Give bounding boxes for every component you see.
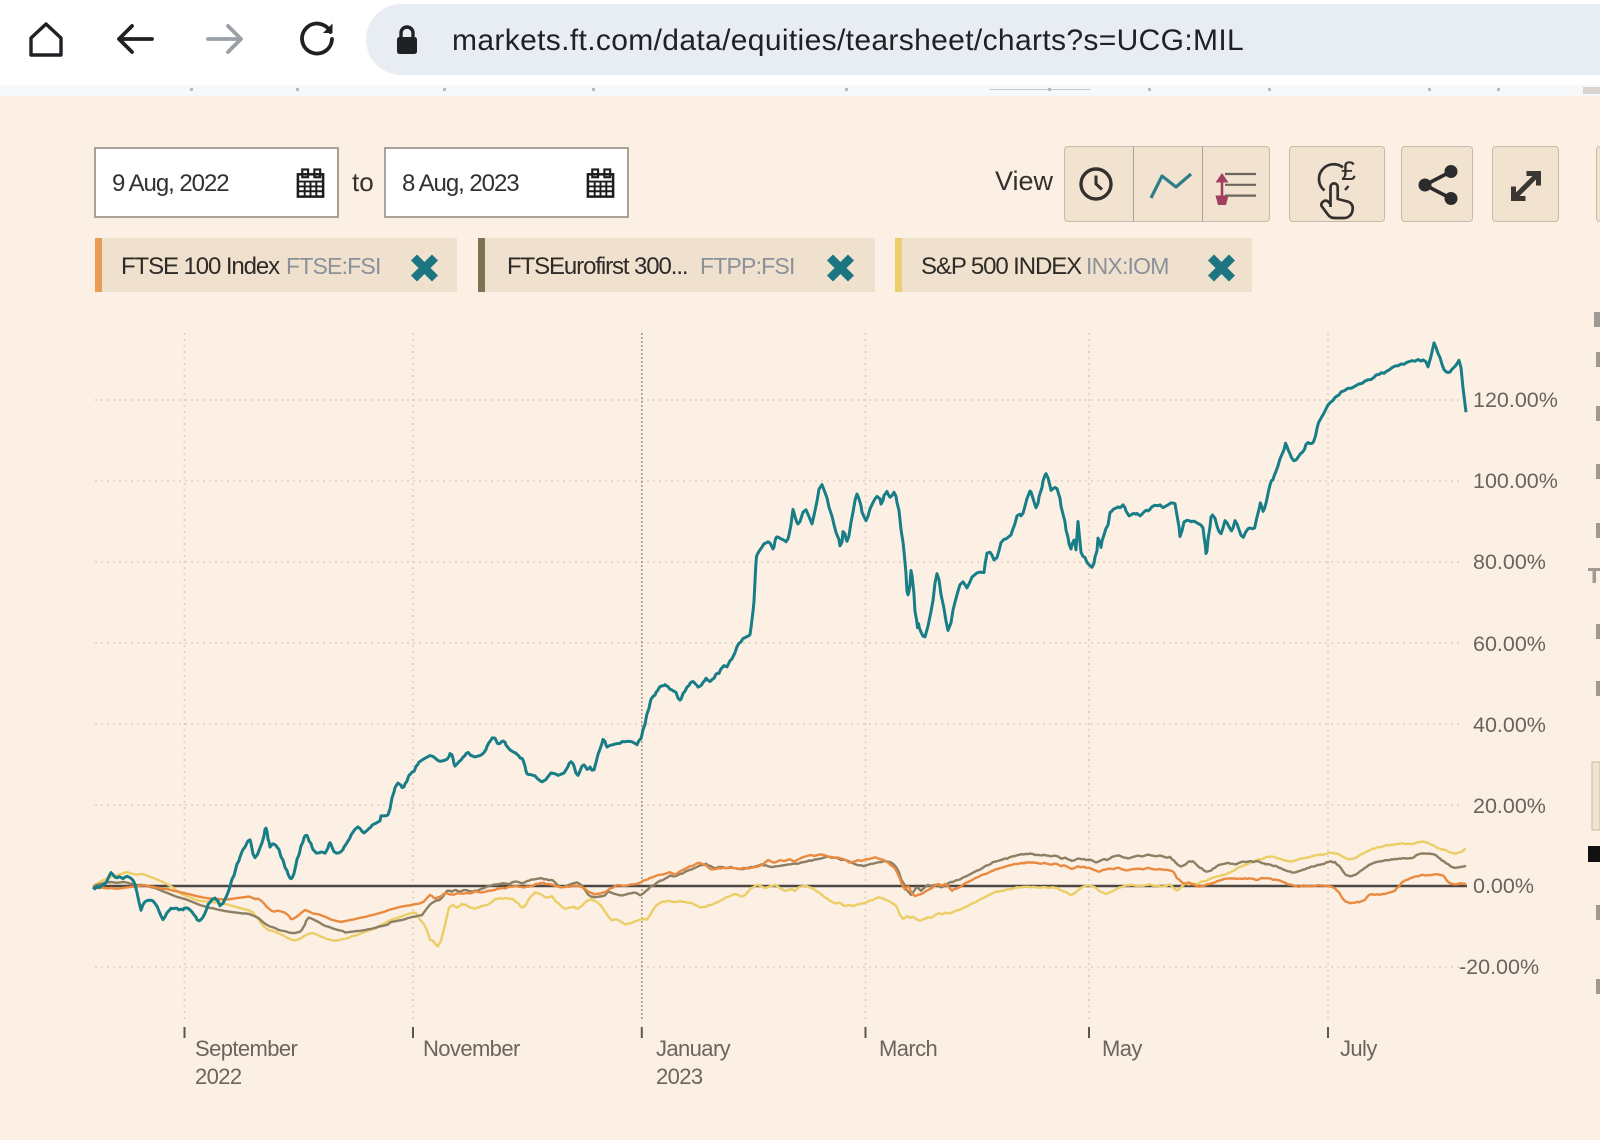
svg-text:-20.00%: -20.00% (1459, 955, 1539, 979)
svg-text:September: September (195, 1036, 297, 1061)
svg-text:March: March (879, 1036, 937, 1061)
svg-text:November: November (423, 1036, 520, 1061)
svg-text:60.00%: 60.00% (1473, 632, 1546, 656)
svg-text:2022: 2022 (195, 1064, 242, 1089)
svg-text:0.00%: 0.00% (1473, 874, 1534, 898)
svg-text:July: July (1340, 1036, 1377, 1061)
svg-text:2023: 2023 (656, 1064, 703, 1089)
svg-text:100.00%: 100.00% (1473, 469, 1558, 493)
svg-text:May: May (1102, 1036, 1142, 1061)
svg-text:20.00%: 20.00% (1473, 794, 1546, 818)
svg-text:40.00%: 40.00% (1473, 713, 1546, 737)
svg-text:120.00%: 120.00% (1473, 388, 1558, 412)
svg-text:£: £ (1341, 159, 1356, 186)
svg-text:80.00%: 80.00% (1473, 550, 1546, 574)
svg-text:January: January (656, 1036, 731, 1061)
